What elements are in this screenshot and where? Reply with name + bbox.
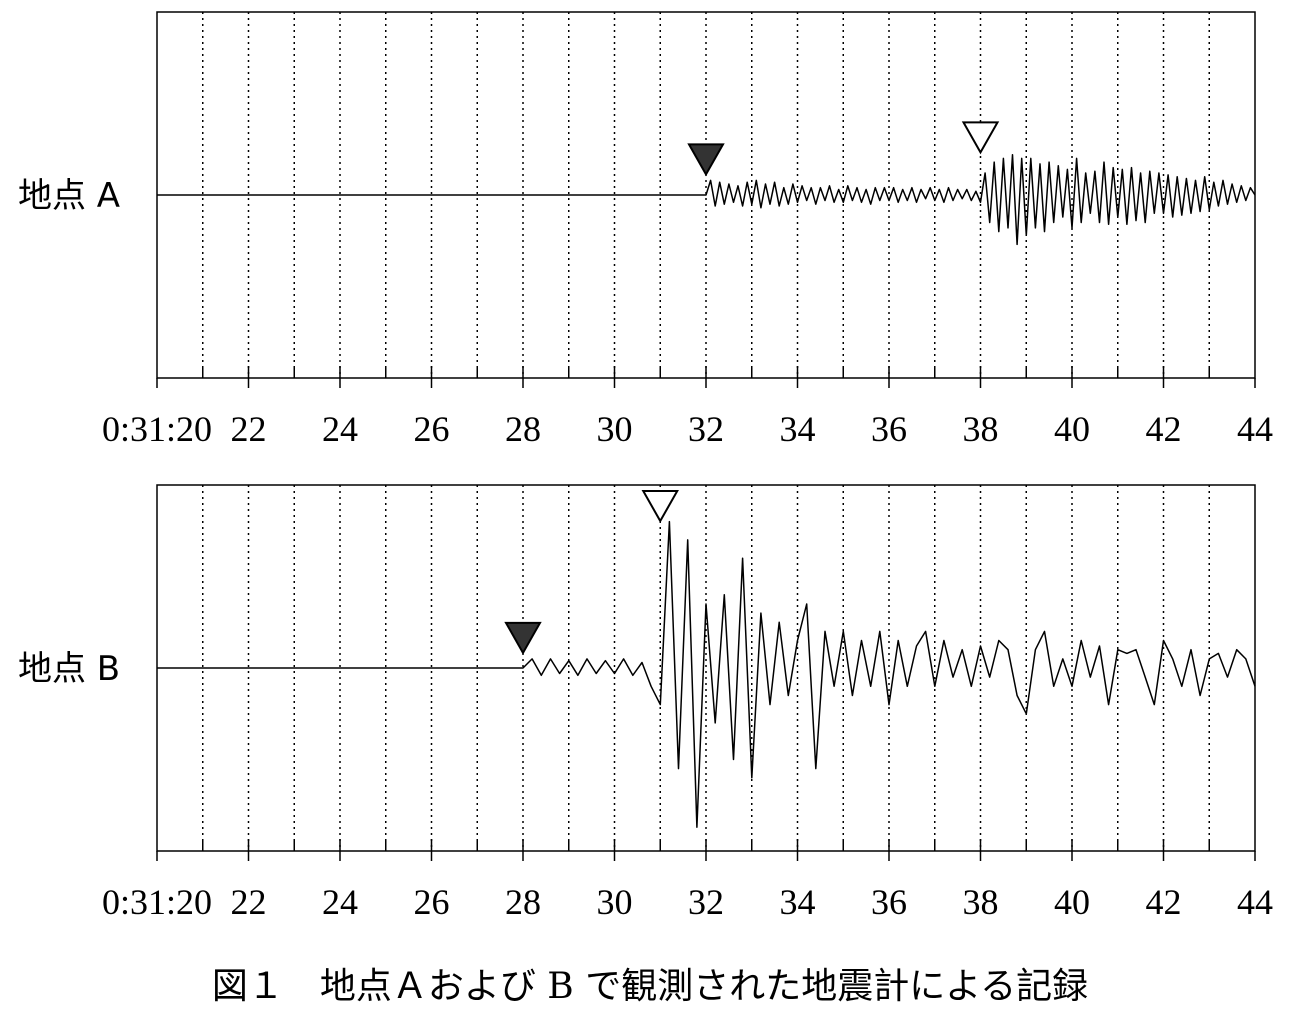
- x-tick-label: 26: [414, 409, 450, 449]
- x-tick-label: 44: [1237, 882, 1273, 922]
- arrival-marker: [687, 143, 725, 177]
- x-tick-label: 22: [231, 409, 267, 449]
- x-tick-label: 28: [505, 409, 541, 449]
- x-tick-label: 28: [505, 882, 541, 922]
- arrival-marker: [961, 121, 1000, 155]
- x-tick-label: 38: [963, 409, 999, 449]
- x-tick-label: 44: [1237, 409, 1273, 449]
- caption: 図１ 地点Ａおよび B で観測された地震計による記録: [212, 966, 1088, 1007]
- x-tick-label: 36: [871, 409, 907, 449]
- waveform: [157, 520, 1256, 828]
- arrival-marker: [641, 490, 679, 524]
- x-tick-label: 34: [780, 882, 816, 922]
- x-tick-label: 0:31:20: [102, 409, 212, 449]
- x-tick-label: 36: [871, 882, 907, 922]
- x-tick-label: 34: [780, 409, 816, 449]
- panel-label: 地点 A: [18, 176, 120, 216]
- x-tick-label: 42: [1146, 882, 1182, 922]
- x-tick-label: 0:31:20: [102, 882, 212, 922]
- x-tick-label: 40: [1054, 409, 1090, 449]
- x-tick-label: 24: [322, 409, 358, 449]
- x-tick-label: 30: [597, 409, 633, 449]
- x-tick-label: 40: [1054, 882, 1090, 922]
- x-tick-label: 32: [688, 409, 724, 449]
- x-tick-label: 22: [231, 882, 267, 922]
- x-tick-label: 24: [322, 882, 358, 922]
- waveform: [157, 153, 1256, 246]
- x-tick-label: 38: [963, 882, 999, 922]
- arrival-marker: [504, 621, 542, 655]
- panel-label: 地点 B: [18, 649, 120, 689]
- x-tick-label: 26: [414, 882, 450, 922]
- x-tick-label: 32: [688, 882, 724, 922]
- x-tick-label: 42: [1146, 409, 1182, 449]
- x-tick-label: 30: [597, 882, 633, 922]
